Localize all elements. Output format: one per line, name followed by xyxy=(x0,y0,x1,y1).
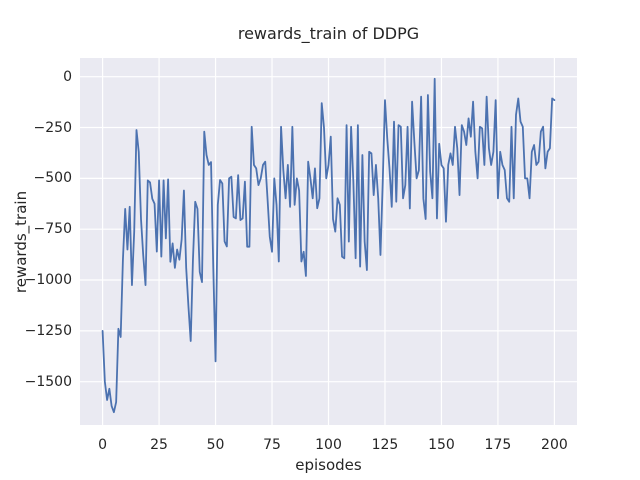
grid-lines xyxy=(80,58,577,425)
x-tick-label-125: 125 xyxy=(371,437,399,453)
x-tick-label-50: 50 xyxy=(206,437,225,453)
y-tick-label-−1500: −1500 xyxy=(24,373,72,390)
x-tick-label-175: 175 xyxy=(484,437,512,453)
series-line xyxy=(101,77,556,414)
y-tick-label-0: 0 xyxy=(63,68,72,85)
x-tick-label-200: 200 xyxy=(541,437,568,453)
y-tick-label-−250: −250 xyxy=(33,119,72,136)
y-tick-label-−1250: −1250 xyxy=(24,322,72,339)
x-tick-label-25: 25 xyxy=(150,437,168,453)
x-tick-label-0: 0 xyxy=(98,437,108,453)
x-tick-label-100: 100 xyxy=(315,437,342,453)
y-tick-label-−1000: −1000 xyxy=(24,272,72,289)
chart-title: rewards_train of DDPG xyxy=(237,24,420,43)
x-axis-label: episodes xyxy=(295,456,362,474)
y-tick-label-−500: −500 xyxy=(33,170,72,187)
x-tick-label-150: 150 xyxy=(428,437,455,453)
y-tick-label-−750: −750 xyxy=(33,221,72,238)
series-line-layer xyxy=(101,77,556,414)
x-tick-label-75: 75 xyxy=(263,437,281,453)
